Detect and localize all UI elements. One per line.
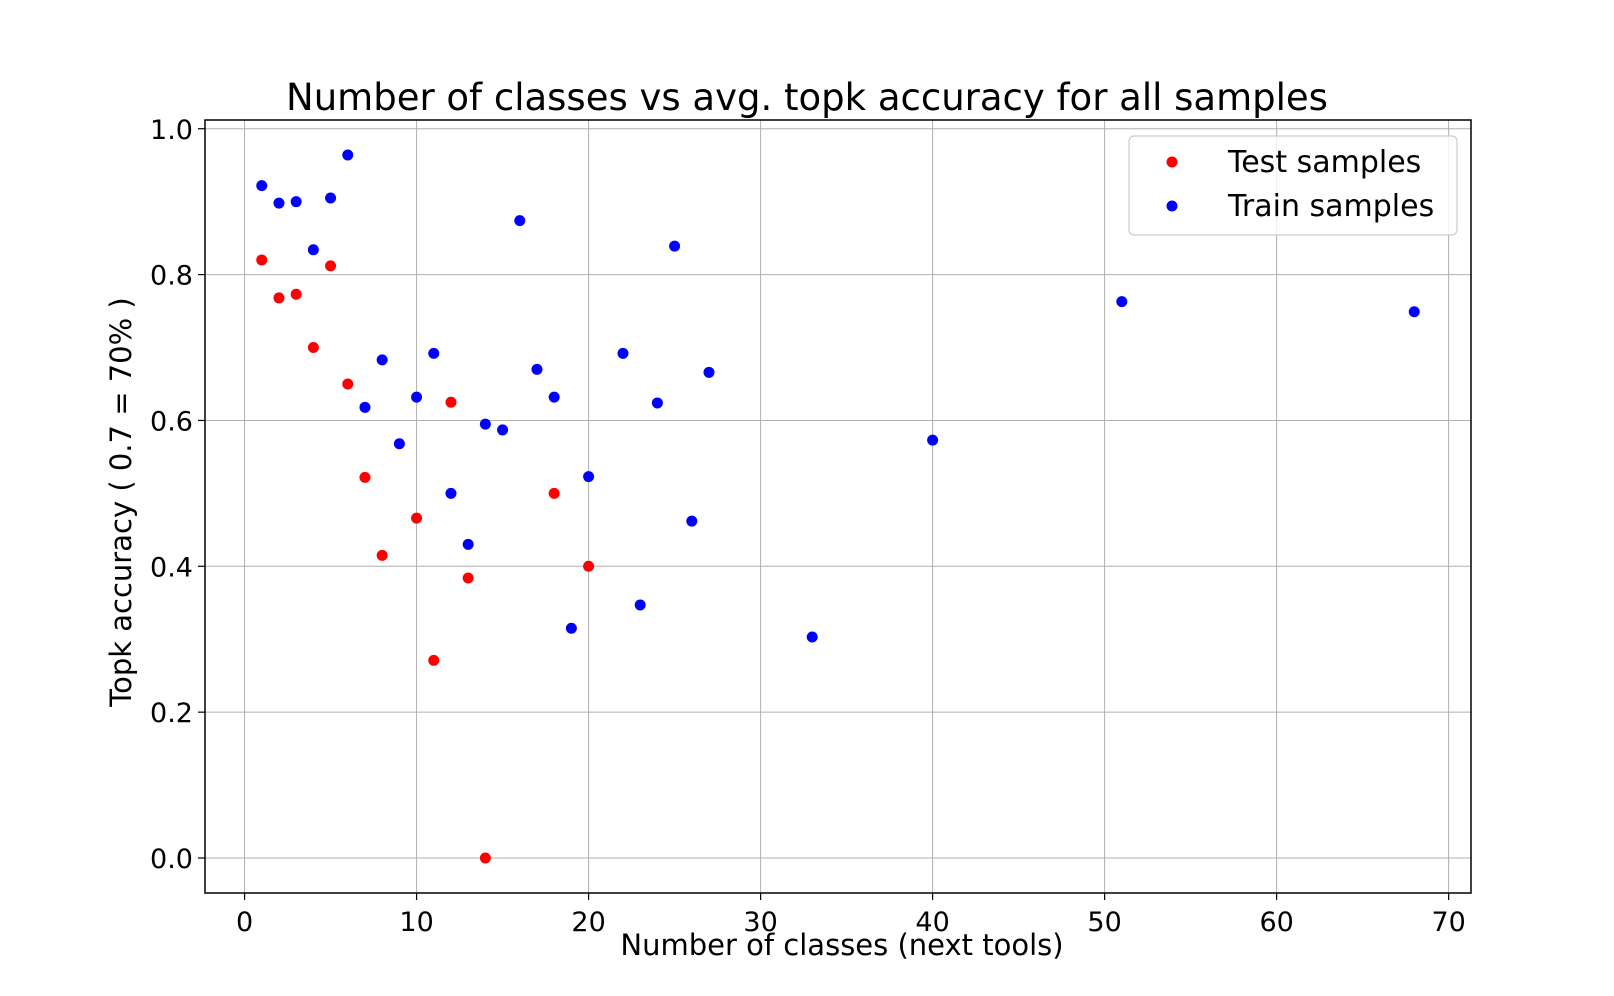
data-points (256, 149, 1420, 864)
train-sample-point (290, 196, 302, 208)
x-tick-label: 50 (1087, 907, 1121, 938)
x-tick-label: 30 (743, 907, 777, 938)
test-sample-point (445, 396, 457, 408)
test-sample-point (273, 292, 285, 304)
train-sample-point (359, 401, 371, 413)
y-tick-label: 0.2 (150, 698, 193, 729)
train-sample-point (548, 391, 560, 403)
train-sample-point (686, 515, 698, 527)
train-sample-point (1408, 306, 1420, 318)
train-sample-point (806, 631, 818, 643)
train-sample-point (376, 354, 388, 366)
chart-title: Number of classes vs avg. topk accuracy … (286, 76, 1328, 119)
test-sample-point (290, 288, 302, 300)
train-sample-point (307, 244, 319, 256)
train-sample-point (325, 192, 337, 204)
train-sample-point (256, 180, 268, 192)
x-tick-label: 10 (399, 907, 433, 938)
train-sample-point (497, 424, 509, 436)
train-sample-point (651, 397, 663, 409)
train-sample-point (273, 197, 285, 209)
test-sample-point (411, 512, 423, 524)
y-tick-label: 0.6 (150, 406, 193, 437)
test-sample-point (548, 487, 560, 499)
test-sample-point (256, 254, 268, 266)
train-sample-point (428, 347, 440, 359)
train-sample-point (411, 391, 423, 403)
train-sample-point (669, 240, 681, 252)
x-tick-label: 40 (915, 907, 949, 938)
train-sample-point (565, 622, 577, 634)
x-tick-label: 0 (236, 907, 253, 938)
grid-lines (205, 120, 1471, 893)
y-tick-label: 0.4 (150, 552, 193, 583)
train-sample-point (445, 487, 457, 499)
x-tick-label: 70 (1431, 907, 1465, 938)
train-sample-point (531, 363, 543, 375)
train-sample-point (634, 599, 646, 611)
test-sample-point (359, 471, 371, 483)
legend-label-train: Train samples (1227, 189, 1434, 224)
test-sample-point (462, 572, 474, 584)
x-axis-label: Number of classes (next tools) (620, 928, 1063, 962)
test-sample-point (342, 378, 354, 390)
x-tick-label: 20 (571, 907, 605, 938)
plot-frame (204, 119, 1472, 894)
legend-marker-train (1166, 200, 1178, 212)
x-tick-label: 60 (1259, 907, 1293, 938)
test-sample-point (325, 260, 337, 272)
train-sample-point (583, 471, 595, 483)
y-tick-label: 0.0 (150, 844, 193, 875)
train-sample-point (462, 538, 474, 550)
test-sample-point (428, 654, 440, 666)
train-sample-point (479, 418, 491, 430)
train-sample-point (1116, 296, 1128, 308)
axis-ticks: 0 10 20 30 40 50 60 70 0.0 0.2 0.4 0.6 0.8 1.0 (150, 115, 1466, 938)
test-sample-point (376, 549, 388, 561)
train-sample-point (927, 434, 939, 446)
train-sample-point (703, 366, 715, 378)
y-axis-label: Topk accuracy ( 0.7 = 70% ) (104, 297, 138, 707)
test-sample-point (307, 342, 319, 354)
legend-marker-test (1166, 156, 1178, 168)
test-sample-point (479, 852, 491, 864)
test-sample-point (583, 560, 595, 572)
train-sample-point (514, 215, 526, 227)
legend-box (1128, 135, 1458, 236)
legend-label-test: Test samples (1227, 145, 1421, 180)
train-sample-point (393, 438, 405, 450)
legend: Test samples Train samples (1128, 135, 1458, 236)
train-sample-point (342, 149, 354, 161)
y-tick-label: 0.8 (150, 261, 193, 292)
y-tick-label: 1.0 (150, 115, 193, 146)
train-sample-point (617, 347, 629, 359)
